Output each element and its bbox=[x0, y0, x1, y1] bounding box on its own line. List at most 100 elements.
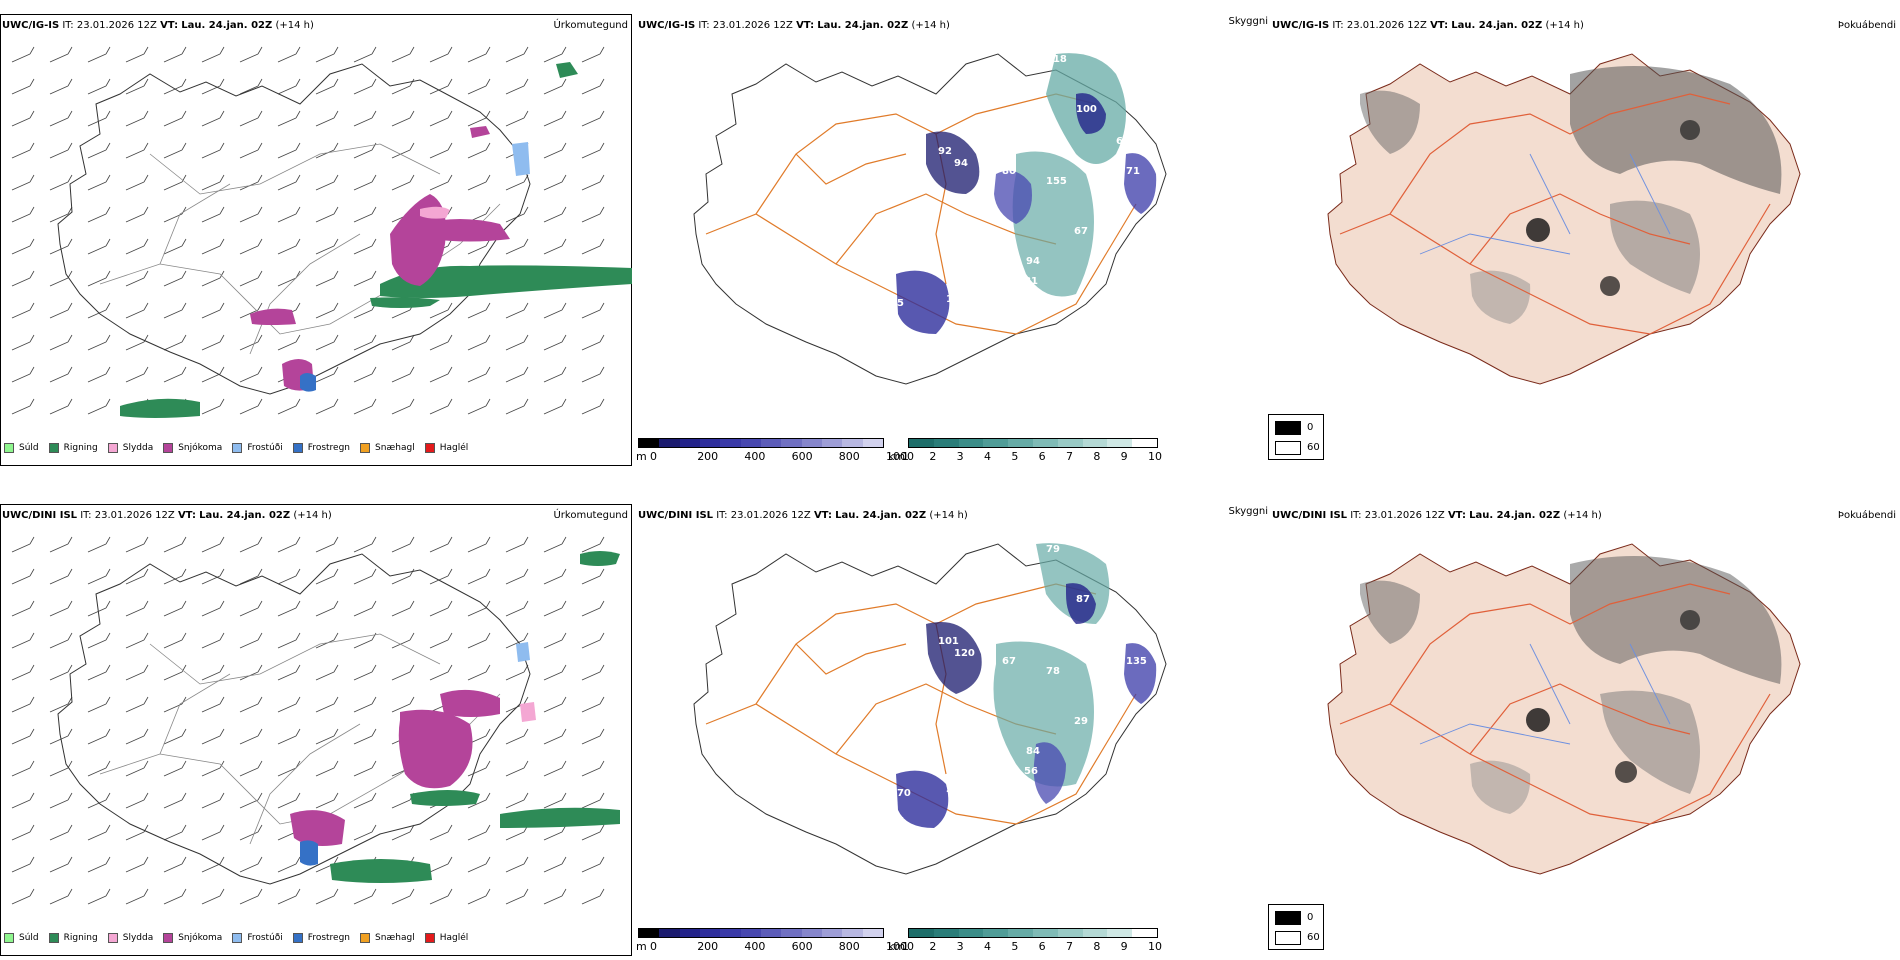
wind-barb bbox=[467, 792, 491, 809]
legend-item-sudd: Súld bbox=[4, 443, 39, 453]
fog-shading bbox=[1360, 556, 1782, 814]
wind-barb bbox=[467, 856, 491, 873]
wind-barb bbox=[315, 696, 339, 713]
lead-time: (+14 h) bbox=[275, 20, 314, 31]
wind-barb bbox=[239, 366, 263, 383]
precip-map bbox=[11, 46, 632, 418]
colorbar-cell bbox=[1082, 929, 1108, 937]
wind-barb bbox=[163, 110, 187, 127]
legend-label: Snæhagl bbox=[375, 933, 415, 943]
colorbar-cell bbox=[1057, 439, 1083, 447]
colorbar-cell bbox=[1082, 439, 1108, 447]
wind-barb bbox=[201, 888, 225, 905]
wind-barb bbox=[239, 142, 263, 159]
wind-barb bbox=[543, 856, 567, 873]
wind-barb bbox=[581, 696, 605, 713]
wind-barb bbox=[163, 664, 187, 681]
wind-barb bbox=[467, 760, 491, 777]
wind-barb bbox=[125, 568, 149, 585]
wind-barb bbox=[239, 46, 263, 63]
wind-barb bbox=[11, 664, 35, 681]
wind-barb bbox=[201, 238, 225, 255]
wind-barb bbox=[505, 728, 529, 745]
wind-barb bbox=[125, 270, 149, 287]
colorbar-cell bbox=[862, 929, 883, 937]
wind-barb bbox=[353, 142, 377, 159]
colorbar-cell bbox=[983, 929, 1009, 937]
wind-barb bbox=[543, 728, 567, 745]
wind-barb bbox=[87, 600, 111, 617]
wind-barb bbox=[201, 696, 225, 713]
wind-barb bbox=[353, 46, 377, 63]
wind-barb bbox=[315, 302, 339, 319]
vt-value: Lau. 24.jan. 02Z bbox=[1469, 510, 1561, 521]
wind-barb bbox=[581, 792, 605, 809]
wind-barb bbox=[11, 238, 35, 255]
wind-barb bbox=[11, 888, 35, 905]
wind-barb bbox=[125, 46, 149, 63]
wind-barb bbox=[277, 600, 301, 617]
legend-label: Snjókoma bbox=[178, 933, 223, 943]
iceland-outline bbox=[693, 543, 1167, 875]
wind-barb bbox=[277, 206, 301, 223]
iceland-outline bbox=[693, 53, 1167, 385]
legend-item-haglel: Haglél bbox=[424, 933, 468, 943]
wind-barb bbox=[239, 536, 263, 553]
legend-label: Rigning bbox=[63, 933, 98, 943]
wind-barb bbox=[315, 270, 339, 287]
wind-barb bbox=[505, 664, 529, 681]
wind-barb bbox=[87, 110, 111, 127]
wind-barb bbox=[353, 824, 377, 841]
colorbar-tick-label: 4 bbox=[984, 940, 991, 953]
wind-barb bbox=[239, 696, 263, 713]
wind-barb bbox=[353, 398, 377, 415]
wind-barb bbox=[163, 238, 187, 255]
wind-barb bbox=[11, 174, 35, 191]
fog-legend-black-label: 0 bbox=[1307, 422, 1314, 433]
legend-item-frostregn: Frostregn bbox=[292, 443, 350, 453]
wind-barb bbox=[505, 334, 529, 351]
iceland-outline bbox=[57, 63, 531, 395]
wind-barb bbox=[277, 888, 301, 905]
cloud-base-colorbar bbox=[638, 438, 884, 448]
wind-barb bbox=[315, 46, 339, 63]
wind-barb bbox=[239, 728, 263, 745]
it-value: 23.01.2026 12Z bbox=[1346, 20, 1427, 31]
wind-barb bbox=[581, 760, 605, 777]
wind-barb bbox=[201, 568, 225, 585]
legend-swatch bbox=[107, 933, 118, 943]
legend-swatch bbox=[163, 933, 174, 943]
colorbar-cell bbox=[1107, 439, 1133, 447]
wind-barb bbox=[49, 142, 73, 159]
wind-barb bbox=[429, 664, 453, 681]
wind-barb bbox=[505, 46, 529, 63]
wind-barb bbox=[315, 664, 339, 681]
visibility-value-label: 26 bbox=[890, 326, 904, 337]
wind-barb bbox=[543, 792, 567, 809]
colorbar-unit: m bbox=[636, 450, 647, 463]
vt-value: Lau. 24.jan. 02Z bbox=[181, 20, 273, 31]
wind-barb bbox=[239, 600, 263, 617]
legend-label: Súld bbox=[19, 933, 39, 943]
model-name: UWC/DINI ISL bbox=[2, 510, 78, 521]
wind-barb bbox=[87, 366, 111, 383]
it-label: IT: bbox=[698, 20, 710, 31]
wind-barb bbox=[125, 78, 149, 95]
wind-barb bbox=[201, 760, 225, 777]
lead-time: (+14 h) bbox=[1563, 510, 1602, 521]
wind-barb bbox=[11, 728, 35, 745]
wind-barb bbox=[125, 302, 149, 319]
colorbar-tick-label: 200 bbox=[697, 450, 719, 463]
wind-barb bbox=[581, 398, 605, 415]
wind-barb bbox=[467, 78, 491, 95]
wind-barb bbox=[125, 728, 149, 745]
panel-title: UWC/IG-IS IT: 23.01.2026 12Z VT: Lau. 24… bbox=[2, 20, 314, 31]
wind-barb bbox=[277, 760, 301, 777]
precip-type-panel: UWC/IG-IS IT: 23.01.2026 12Z VT: Lau. 24… bbox=[0, 0, 634, 470]
wind-barb bbox=[505, 856, 529, 873]
wind-barb bbox=[163, 206, 187, 223]
visibility-value-label: 87 bbox=[1076, 594, 1090, 605]
it-value: 23.01.2026 12Z bbox=[94, 510, 175, 521]
wind-barb bbox=[277, 238, 301, 255]
wind-barb bbox=[581, 302, 605, 319]
